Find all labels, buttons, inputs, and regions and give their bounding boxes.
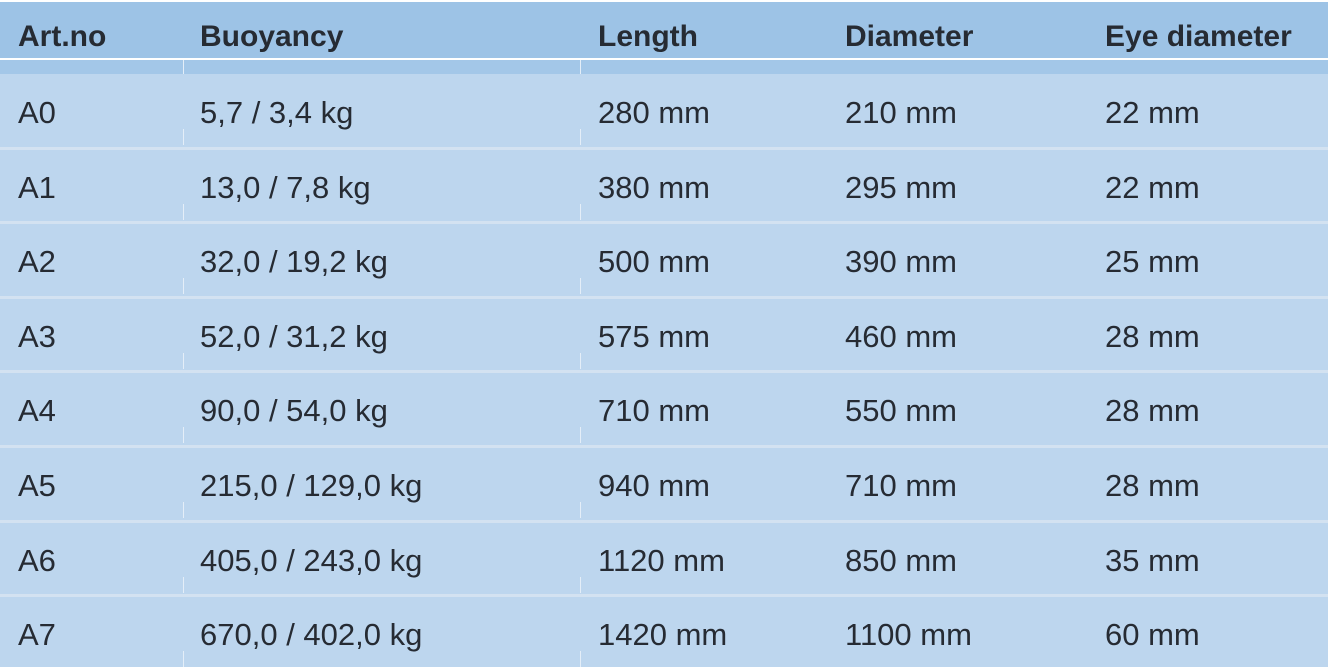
column-divider xyxy=(183,576,184,593)
table-row: A4 90,0 / 54,0 kg 710 mm 550 mm 28 mm xyxy=(0,371,1328,445)
table-cell: A0 xyxy=(18,95,56,130)
column-divider xyxy=(580,651,581,668)
column-divider xyxy=(580,129,581,145)
column-divider xyxy=(580,278,581,295)
header-divider xyxy=(0,58,1328,60)
column-divider xyxy=(183,203,184,220)
table-row: A6 405,0 / 243,0 kg 1120 mm 850 mm 35 mm xyxy=(0,521,1328,595)
row-separator xyxy=(0,594,1328,598)
table-cell: A7 xyxy=(18,617,56,653)
table-cell: 670,0 / 402,0 kg xyxy=(200,617,423,653)
table-cell: 390 mm xyxy=(845,244,957,280)
column-header: Eye diameter xyxy=(1105,20,1292,53)
column-divider xyxy=(580,60,581,74)
table-cell: A1 xyxy=(18,169,56,205)
column-divider xyxy=(183,502,184,518)
table-cell: 1120 mm xyxy=(598,542,725,578)
table-cell: 210 mm xyxy=(845,95,957,130)
table-cell: 940 mm xyxy=(598,468,710,503)
table-cell: 60 mm xyxy=(1105,617,1200,653)
table-cell: 1100 mm xyxy=(845,617,972,653)
table-cell: 1420 mm xyxy=(598,617,728,653)
table-cell: 13,0 / 7,8 kg xyxy=(200,169,371,205)
table-row: A1 13,0 / 7,8 kg 380 mm 295 mm 22 mm xyxy=(0,148,1328,222)
table-cell: A5 xyxy=(18,468,56,503)
column-divider xyxy=(580,352,581,369)
column-divider xyxy=(580,576,581,593)
table-cell: 710 mm xyxy=(598,393,710,429)
column-header: Length xyxy=(598,20,698,53)
row-separator xyxy=(0,295,1328,299)
table-cell: 28 mm xyxy=(1105,318,1200,354)
table-cell: A4 xyxy=(18,393,56,429)
column-header: Art.no xyxy=(18,20,107,53)
table-cell: A2 xyxy=(18,244,56,280)
column-divider xyxy=(183,278,184,295)
table-cell: 22 mm xyxy=(1105,95,1200,130)
table-cell: 575 mm xyxy=(598,318,710,354)
column-divider xyxy=(183,352,184,369)
column-header: Buoyancy xyxy=(200,20,344,53)
column-divider xyxy=(580,203,581,220)
column-divider xyxy=(580,427,581,444)
column-header: Diameter xyxy=(845,20,974,53)
header-strip xyxy=(0,60,1328,74)
column-divider xyxy=(183,129,184,145)
column-divider xyxy=(580,502,581,518)
column-divider xyxy=(183,427,184,444)
row-separator xyxy=(0,370,1328,374)
table-cell: 215,0 / 129,0 kg xyxy=(200,468,423,503)
table-row: A5 215,0 / 129,0 kg 940 mm 710 mm 28 mm xyxy=(0,446,1328,520)
column-divider xyxy=(183,60,184,74)
table-row: A3 52,0 / 31,2 kg 575 mm 460 mm 28 mm xyxy=(0,297,1328,371)
table-cell: 380 mm xyxy=(598,169,710,205)
table-cell: 405,0 / 243,0 kg xyxy=(200,542,423,578)
column-divider xyxy=(183,651,184,668)
table-cell: 500 mm xyxy=(598,244,710,280)
row-separator xyxy=(0,146,1328,150)
table-cell: 90,0 / 54,0 kg xyxy=(200,393,388,429)
table-cell: A3 xyxy=(18,318,56,354)
table-cell: 35 mm xyxy=(1105,542,1200,578)
table-cell: 550 mm xyxy=(845,393,957,429)
table-cell: 280 mm xyxy=(598,95,710,130)
table-cell: 5,7 / 3,4 kg xyxy=(200,95,354,130)
table-cell: 850 mm xyxy=(845,542,957,578)
table-cell: 22 mm xyxy=(1105,169,1200,205)
table-row: A2 32,0 / 19,2 kg 500 mm 390 mm 25 mm xyxy=(0,222,1328,296)
row-separator xyxy=(0,221,1328,225)
row-separator xyxy=(0,445,1328,448)
table-cell: 32,0 / 19,2 kg xyxy=(200,244,388,280)
table-cell: 295 mm xyxy=(845,169,957,205)
table-cell: 52,0 / 31,2 kg xyxy=(200,318,388,354)
table-row: A7 670,0 / 402,0 kg 1420 mm 1100 mm 60 mm xyxy=(0,595,1328,669)
table-header: Art.no Buoyancy Length Diameter Eye diameter xyxy=(0,2,1328,58)
table-cell: A6 xyxy=(18,542,56,578)
table-cell: 28 mm xyxy=(1105,468,1200,503)
row-separator xyxy=(0,519,1328,523)
table-cell: 710 mm xyxy=(845,468,957,503)
table-cell: 28 mm xyxy=(1105,393,1200,429)
table-row: A0 5,7 / 3,4 kg 280 mm 210 mm 22 mm xyxy=(0,73,1328,147)
table-cell: 460 mm xyxy=(845,318,957,354)
table-cell: 25 mm xyxy=(1105,244,1200,280)
